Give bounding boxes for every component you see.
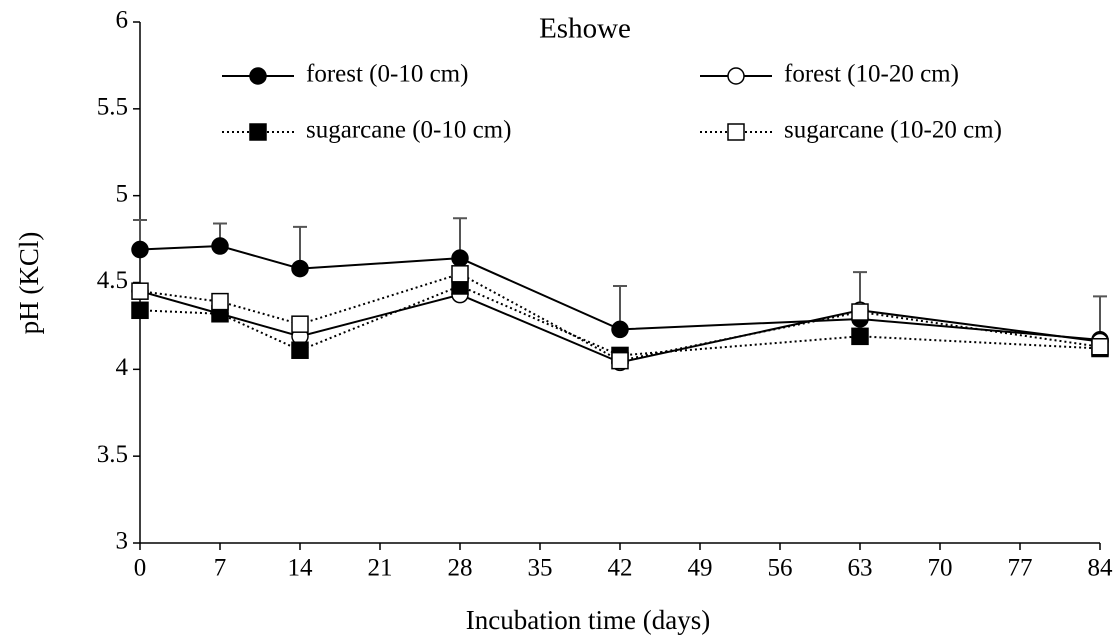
legend-label: forest (0-10 cm) (306, 61, 468, 88)
legend-marker (727, 123, 745, 141)
x-tick-label: 70 (928, 555, 953, 582)
legend-marker (249, 67, 267, 85)
x-tick-label: 28 (448, 555, 473, 582)
x-tick-label: 77 (1008, 555, 1033, 582)
data-point (1091, 338, 1109, 356)
data-point (131, 240, 149, 259)
legend-label: forest (10-20 cm) (784, 61, 959, 88)
y-tick-label: 3.5 (97, 441, 128, 468)
legend-marker (727, 67, 745, 85)
y-tick-label: 6 (116, 7, 129, 34)
data-point (291, 341, 309, 359)
data-point (851, 327, 869, 346)
x-tick-label: 84 (1088, 555, 1114, 582)
y-tick-label: 4 (116, 354, 129, 381)
x-tick-label: 42 (608, 555, 633, 582)
data-point (451, 249, 469, 267)
x-tick-label: 7 (214, 555, 227, 582)
x-tick-label: 63 (848, 555, 873, 582)
x-tick-label: 35 (528, 555, 553, 582)
legend-label: sugarcane (10-20 cm) (784, 117, 1002, 144)
x-tick-label: 49 (688, 555, 713, 582)
data-point (211, 237, 229, 255)
data-point (291, 259, 309, 278)
x-axis-label: Incubation time (days) (466, 605, 710, 635)
chart-title: Eshowe (539, 13, 631, 45)
legend-marker (249, 123, 267, 141)
y-axis-label: pH (KCl) (14, 232, 44, 335)
data-point (451, 265, 469, 283)
data-point (611, 351, 629, 370)
data-point (131, 301, 149, 320)
y-tick-label: 3 (116, 528, 129, 555)
x-tick-label: 14 (288, 555, 314, 582)
x-tick-label: 56 (768, 555, 793, 582)
data-point (851, 303, 869, 321)
data-point (131, 282, 149, 300)
x-tick-label: 21 (368, 555, 393, 582)
data-point (211, 292, 229, 311)
x-tick-label: 0 (134, 555, 147, 582)
y-tick-label: 5 (116, 180, 129, 207)
data-point (291, 315, 309, 333)
y-tick-label: 5.5 (97, 94, 128, 121)
y-tick-label: 4.5 (97, 267, 128, 294)
legend-label: sugarcane (0-10 cm) (306, 117, 511, 144)
data-point (611, 320, 629, 339)
